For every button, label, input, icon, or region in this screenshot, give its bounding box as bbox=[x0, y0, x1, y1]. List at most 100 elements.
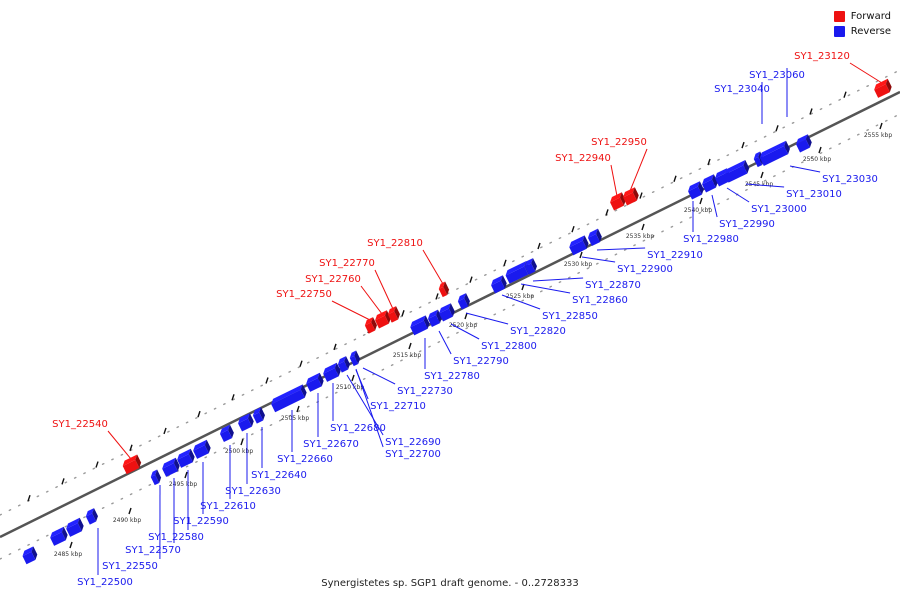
gene-top-face bbox=[219, 424, 230, 434]
reverse-gene bbox=[193, 439, 211, 459]
gene-top-face bbox=[387, 306, 397, 315]
upper-marker bbox=[537, 242, 541, 250]
gene-top-face bbox=[22, 546, 34, 557]
gene-side-face bbox=[135, 454, 142, 468]
upper-marker bbox=[333, 343, 337, 351]
gene-front-face bbox=[759, 146, 789, 166]
gene-top-face bbox=[66, 517, 80, 529]
dotted-guide-upper bbox=[0, 69, 900, 516]
reverse-gene bbox=[569, 235, 589, 256]
scale-tick-label: 2550 kbp bbox=[803, 156, 831, 163]
forward-leader bbox=[107, 430, 132, 460]
reverse-gene-label: SY1_22990 bbox=[719, 219, 775, 230]
reverse-gene-label: SY1_22690 bbox=[385, 437, 441, 448]
gene-side-face bbox=[448, 303, 455, 317]
gene-side-face bbox=[531, 258, 537, 272]
reverse-gene bbox=[252, 407, 265, 424]
gene-top-face bbox=[610, 192, 622, 203]
reverse-gene bbox=[724, 160, 750, 183]
reverse-gene-label: SY1_22980 bbox=[683, 234, 739, 245]
gene-front-face bbox=[569, 240, 587, 256]
label-leaders bbox=[97, 62, 883, 575]
gene-top-face bbox=[427, 309, 438, 319]
legend-label-reverse: Reverse bbox=[850, 26, 891, 37]
gene-side-face bbox=[805, 134, 812, 148]
gene-top-face bbox=[796, 134, 808, 145]
reverse-gene-label: SY1_22670 bbox=[303, 439, 359, 450]
upper-marker bbox=[843, 91, 847, 98]
gene-side-face bbox=[61, 526, 68, 541]
forward-gene-label: SY1_22760 bbox=[305, 274, 361, 285]
gene-front-face bbox=[438, 286, 448, 298]
reverse-gene-label: SY1_22850 bbox=[542, 311, 598, 322]
gene-top-face bbox=[587, 228, 598, 238]
reverse-gene bbox=[177, 448, 195, 468]
genome-title: Synergistetes sp. SGP1 draft genome. - 0… bbox=[321, 578, 579, 589]
reverse-gene-label: SY1_23040 bbox=[714, 84, 770, 95]
reverse-leader bbox=[532, 277, 584, 282]
gene-top-face bbox=[753, 151, 761, 160]
gene-top-face bbox=[323, 362, 337, 374]
forward-gene bbox=[874, 78, 892, 98]
reverse-gene-label: SY1_22730 bbox=[397, 386, 453, 397]
gene-side-face bbox=[619, 192, 626, 206]
gene-side-face bbox=[464, 293, 470, 307]
reverse-leader bbox=[355, 369, 369, 400]
forward-leader bbox=[849, 62, 883, 84]
reverse-gene-label: SY1_22860 bbox=[572, 295, 628, 306]
reverse-leader bbox=[789, 165, 821, 173]
scale-tick-label: 2490 kbp bbox=[113, 517, 141, 524]
dotted-guides bbox=[0, 69, 900, 560]
reverse-gene bbox=[439, 303, 455, 322]
reverse-gene bbox=[349, 350, 361, 367]
gene-top-face bbox=[457, 293, 467, 302]
gene-side-face bbox=[500, 275, 507, 289]
reverse-gene bbox=[271, 384, 307, 413]
gene-front-face bbox=[387, 311, 399, 323]
upper-marker bbox=[707, 158, 711, 166]
gene-front-face bbox=[66, 523, 82, 537]
reverse-gene-label: SY1_22590 bbox=[173, 516, 229, 527]
upper-marker bbox=[435, 293, 439, 300]
reverse-leader bbox=[596, 247, 646, 251]
gene-top-face bbox=[491, 275, 503, 286]
reverse-gene-label: SY1_23060 bbox=[749, 70, 805, 81]
gene-front-face bbox=[122, 459, 140, 475]
gene-front-face bbox=[375, 315, 389, 329]
gene-front-face bbox=[364, 322, 376, 334]
gene-side-face bbox=[31, 546, 38, 560]
gene-side-face bbox=[384, 310, 391, 324]
upper-marker bbox=[265, 377, 269, 384]
gene-front-face bbox=[323, 368, 339, 382]
forward-gene-label: SY1_23120 bbox=[794, 51, 850, 62]
reverse-gene bbox=[524, 258, 537, 275]
gene-front-face bbox=[491, 280, 505, 294]
scale-tick bbox=[521, 283, 525, 291]
gene-side-face bbox=[784, 140, 790, 155]
gene-top-face bbox=[439, 303, 451, 314]
gene-top-face bbox=[122, 454, 138, 467]
gene-front-face bbox=[162, 463, 178, 477]
gene-side-face bbox=[582, 235, 589, 249]
reverse-swatch bbox=[833, 26, 845, 37]
gene-front-face bbox=[724, 165, 748, 183]
gene-front-face bbox=[337, 361, 349, 373]
gene-front-face bbox=[702, 179, 716, 193]
upper-marker bbox=[299, 360, 303, 367]
legend-item-reverse: Reverse bbox=[833, 24, 891, 39]
reverse-gene bbox=[491, 275, 507, 294]
gene-side-face bbox=[317, 372, 324, 387]
reverse-gene bbox=[85, 508, 98, 525]
gene-front-face bbox=[85, 513, 97, 525]
scale-tick bbox=[69, 541, 73, 549]
upper-marker bbox=[163, 427, 167, 435]
reverse-gene bbox=[337, 356, 350, 373]
gene-top-face bbox=[505, 261, 527, 276]
forward-swatch bbox=[833, 11, 845, 22]
gene-side-face bbox=[344, 356, 350, 370]
forward-leader bbox=[331, 300, 371, 321]
upper-marker bbox=[741, 141, 745, 149]
gene-top-face bbox=[759, 140, 787, 158]
gene-side-face bbox=[300, 384, 307, 398]
